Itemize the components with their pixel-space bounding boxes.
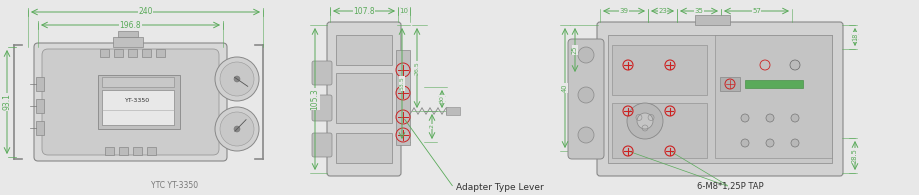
Bar: [98, 75, 180, 129]
Circle shape: [220, 112, 254, 146]
Bar: [36, 77, 44, 91]
FancyArrowPatch shape: [446, 107, 457, 115]
Text: 107.8: 107.8: [353, 6, 374, 15]
Text: 23: 23: [657, 8, 666, 14]
Text: 93.1: 93.1: [3, 94, 12, 110]
Bar: [744, 80, 802, 88]
Circle shape: [577, 127, 594, 143]
Text: 35: 35: [694, 8, 703, 14]
Text: 57: 57: [751, 8, 760, 14]
Bar: [147, 147, 156, 155]
Bar: [446, 107, 460, 115]
Text: 10: 10: [399, 8, 408, 14]
Circle shape: [627, 103, 663, 139]
Text: 40: 40: [562, 84, 567, 92]
Text: 2: 2: [429, 124, 434, 129]
Bar: [142, 49, 151, 57]
Bar: [156, 49, 165, 57]
Circle shape: [577, 87, 594, 103]
Bar: [105, 147, 114, 155]
FancyBboxPatch shape: [326, 22, 401, 176]
Text: Adapter Type Lever: Adapter Type Lever: [456, 183, 543, 192]
Bar: [114, 49, 123, 57]
Bar: [102, 90, 174, 125]
Bar: [335, 35, 391, 65]
Text: YTC YT-3350: YTC YT-3350: [152, 181, 199, 190]
Text: 30: 30: [439, 95, 444, 103]
FancyBboxPatch shape: [567, 39, 604, 159]
Circle shape: [789, 60, 800, 70]
FancyBboxPatch shape: [34, 43, 227, 161]
Bar: [113, 37, 142, 47]
Bar: [720, 77, 739, 91]
Bar: [133, 147, 142, 155]
Bar: [714, 35, 831, 158]
FancyBboxPatch shape: [312, 61, 332, 85]
Text: YT-3350: YT-3350: [125, 98, 151, 104]
Text: 196.8: 196.8: [119, 20, 142, 29]
Text: 26.5: 26.5: [414, 61, 419, 75]
Bar: [611, 45, 706, 95]
FancyBboxPatch shape: [42, 49, 219, 155]
Bar: [335, 73, 391, 123]
Text: 105.3: 105.3: [311, 88, 319, 110]
FancyBboxPatch shape: [312, 133, 332, 157]
Circle shape: [636, 113, 652, 129]
Bar: [611, 103, 706, 158]
Bar: [128, 49, 137, 57]
Circle shape: [220, 62, 254, 96]
Circle shape: [766, 114, 773, 122]
Bar: [119, 147, 128, 155]
Bar: [100, 49, 108, 57]
Circle shape: [215, 57, 259, 101]
Circle shape: [790, 114, 798, 122]
Text: 28.5: 28.5: [851, 148, 857, 163]
Circle shape: [233, 126, 240, 132]
Text: 6-M8*1,25P TAP: 6-M8*1,25P TAP: [696, 183, 763, 191]
Bar: [36, 99, 44, 113]
Bar: [694, 15, 729, 25]
Circle shape: [233, 76, 240, 82]
Circle shape: [790, 139, 798, 147]
Circle shape: [577, 47, 594, 63]
Circle shape: [740, 114, 748, 122]
Text: 18: 18: [851, 33, 857, 41]
Text: 25: 25: [572, 46, 577, 54]
Bar: [118, 31, 138, 37]
Text: 240: 240: [138, 7, 153, 17]
Bar: [36, 121, 44, 135]
Circle shape: [740, 139, 748, 147]
Circle shape: [766, 139, 773, 147]
FancyBboxPatch shape: [596, 22, 842, 176]
Text: 39: 39: [618, 8, 628, 14]
Bar: [102, 77, 174, 87]
Bar: [335, 133, 391, 163]
Bar: [395, 50, 410, 145]
Bar: [607, 35, 831, 163]
Text: 53.5: 53.5: [399, 77, 404, 90]
Circle shape: [215, 107, 259, 151]
FancyBboxPatch shape: [312, 95, 332, 121]
